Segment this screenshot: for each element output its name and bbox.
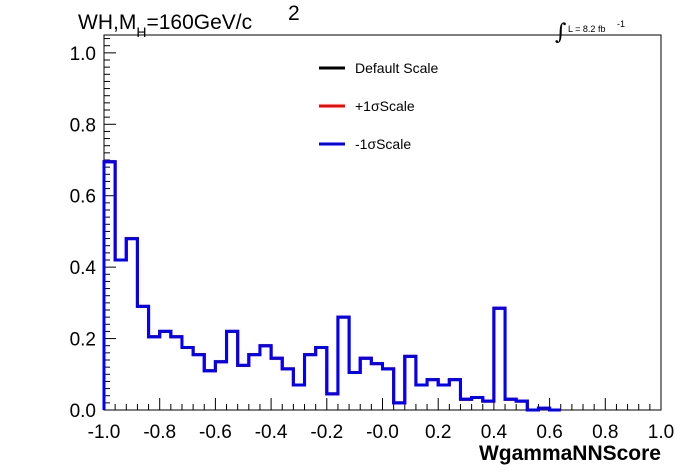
legend-label: +1σScale <box>355 98 415 114</box>
legend: Default Scale +1σScale -1σScale <box>319 60 438 152</box>
series-layer <box>102 160 561 412</box>
y-axis: 0.0 0.2 0.4 0.6 0.8 1.0 <box>70 38 116 422</box>
x-tick-label: -0.2 <box>310 422 343 443</box>
x-tick-label: 0.6 <box>536 422 562 443</box>
luminosity-label: ∫ L = 8.2 fb -1 <box>555 19 625 45</box>
integral-sign: ∫ <box>555 20 567 45</box>
x-tick-label: 0.2 <box>425 422 451 443</box>
x-tick-label: -1.0 <box>88 422 121 443</box>
x-tick-label: -0.4 <box>255 422 288 443</box>
histogram-series-1 <box>102 160 561 412</box>
x-axis-title: WgammaNNScore <box>479 442 661 465</box>
x-tick-label: -0.8 <box>143 422 176 443</box>
y-tick-label: 0.4 <box>70 258 97 279</box>
y-tick-label: 0.6 <box>70 187 96 208</box>
legend-label: -1σScale <box>355 136 411 152</box>
x-tick-label: -0.6 <box>199 422 232 443</box>
title-superscript: 2 <box>288 2 300 25</box>
title-rest: =160GeV/c <box>146 11 252 34</box>
x-tick-label: 1.0 <box>648 422 674 443</box>
x-axis: -1.0 -0.8 -0.6 -0.4 -0.2 -0.0 0.2 0.4 0.6 0.8 1.0 <box>88 398 674 443</box>
y-tick-label: 0.0 <box>70 401 96 422</box>
svg-text:WH,MH=160GeV/c: WH,MH=160GeV/c <box>78 11 252 40</box>
title-main: WH,M <box>78 11 136 34</box>
plot-title: WH,MH=160GeV/c 2 <box>78 2 300 40</box>
histogram-series-2 <box>102 160 561 412</box>
histogram-series-3 <box>102 160 561 412</box>
plot-frame <box>103 34 662 411</box>
x-tick-label: 0.4 <box>481 422 508 443</box>
y-tick-label: 0.8 <box>70 115 96 136</box>
y-tick-label: 0.2 <box>70 330 96 351</box>
luminosity-superscript: -1 <box>617 19 625 29</box>
legend-label: Default Scale <box>355 60 438 76</box>
x-tick-label: 0.8 <box>592 422 618 443</box>
y-tick-label: 1.0 <box>70 44 96 65</box>
x-tick-label: -0.0 <box>366 422 399 443</box>
title-subscript: H <box>136 24 146 40</box>
luminosity-text: L = 8.2 fb <box>568 24 605 34</box>
